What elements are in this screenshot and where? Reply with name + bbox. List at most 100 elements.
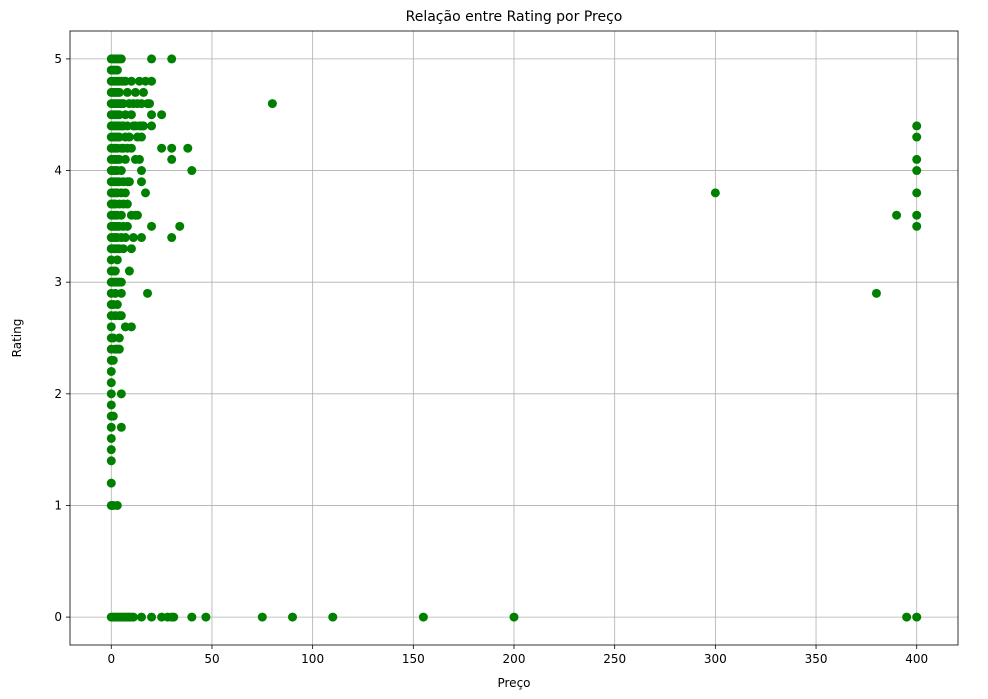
data-point [120, 154, 130, 164]
data-point [132, 210, 142, 220]
data-point [126, 244, 136, 254]
data-point [187, 612, 197, 622]
data-point [110, 266, 120, 276]
y-axis-ticks: 0 1 2 3 4 5 [54, 52, 70, 624]
data-point [147, 612, 157, 622]
data-point [138, 121, 148, 131]
data-point [912, 154, 922, 164]
data-point [138, 87, 148, 97]
data-point [902, 612, 912, 622]
x-tick-label: 400 [905, 652, 928, 666]
data-point [116, 389, 126, 399]
data-point [288, 612, 298, 622]
data-point [122, 87, 132, 97]
data-point [126, 143, 136, 153]
y-tick-label: 4 [54, 164, 62, 178]
data-point [147, 54, 157, 64]
data-point [122, 221, 132, 231]
data-point [108, 355, 118, 365]
data-point [157, 110, 167, 120]
data-point [136, 166, 146, 176]
data-point [116, 210, 126, 220]
data-point [912, 121, 922, 131]
grid-lines [70, 31, 958, 645]
data-point [106, 445, 116, 455]
data-point [124, 266, 134, 276]
data-point [169, 612, 179, 622]
data-point [116, 311, 126, 321]
data-point [167, 233, 177, 243]
chart-title: Relação entre Rating por Preço [406, 9, 623, 25]
data-point [175, 221, 185, 231]
data-point [912, 612, 922, 622]
data-point [122, 199, 132, 209]
data-point [912, 166, 922, 176]
data-point [147, 221, 157, 231]
data-point [106, 456, 116, 466]
x-axis-ticks: 0 50 100 150 200 250 300 350 400 [107, 645, 928, 666]
data-point [136, 612, 146, 622]
x-tick-label: 350 [805, 652, 828, 666]
data-point [106, 366, 116, 376]
data-point [106, 389, 116, 399]
data-point [871, 288, 881, 298]
data-point [147, 110, 157, 120]
data-point [106, 378, 116, 388]
data-point [124, 132, 134, 142]
data-point [130, 87, 140, 97]
data-point [136, 177, 146, 187]
data-point [201, 612, 211, 622]
data-point [112, 500, 122, 510]
data-point [187, 166, 197, 176]
data-point [136, 132, 146, 142]
y-tick-label: 1 [54, 498, 62, 512]
data-point [167, 154, 177, 164]
y-tick-label: 0 [54, 610, 62, 624]
data-point [116, 166, 126, 176]
data-point [143, 288, 153, 298]
data-point [114, 344, 124, 354]
y-axis-label: Rating [10, 319, 24, 358]
data-point [126, 110, 136, 120]
y-tick-label: 5 [54, 52, 62, 66]
data-point [128, 233, 138, 243]
data-point [120, 233, 130, 243]
data-point [147, 76, 157, 86]
data-point [116, 54, 126, 64]
data-point [120, 188, 130, 198]
data-point [116, 277, 126, 287]
y-tick-label: 2 [54, 387, 62, 401]
data-point [141, 188, 151, 198]
data-point [114, 87, 124, 97]
data-point [167, 143, 177, 153]
data-point [912, 132, 922, 142]
data-point [157, 143, 167, 153]
data-point [106, 400, 116, 410]
data-point [106, 322, 116, 332]
data-point [257, 612, 267, 622]
data-point [147, 121, 157, 131]
data-point [116, 422, 126, 432]
data-point [116, 288, 126, 298]
data-point [124, 177, 134, 187]
data-point [267, 99, 277, 109]
y-tick-label: 3 [54, 275, 62, 289]
x-tick-label: 200 [503, 652, 526, 666]
data-point [136, 233, 146, 243]
x-tick-label: 50 [204, 652, 219, 666]
data-point [106, 433, 116, 443]
data-point [112, 65, 122, 75]
data-point [912, 210, 922, 220]
data-point [106, 478, 116, 488]
data-point [145, 99, 155, 109]
data-point [108, 411, 118, 421]
data-point [710, 188, 720, 198]
data-point [509, 612, 519, 622]
data-point [167, 54, 177, 64]
data-point [134, 154, 144, 164]
x-axis-label: Preço [497, 676, 530, 690]
x-tick-label: 300 [704, 652, 727, 666]
data-point [112, 300, 122, 310]
data-point [912, 221, 922, 231]
